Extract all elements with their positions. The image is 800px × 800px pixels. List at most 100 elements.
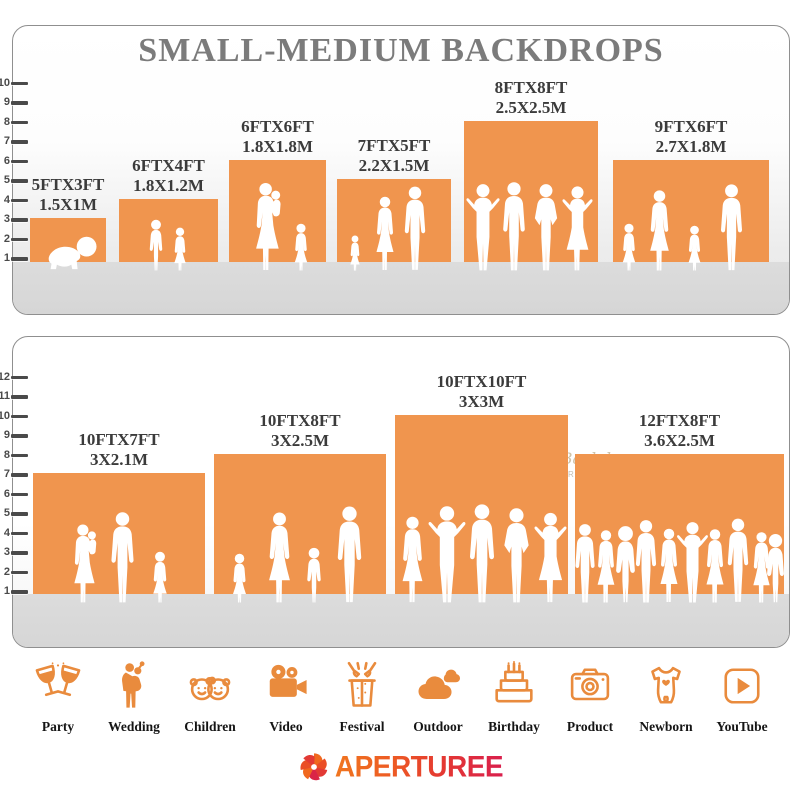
ruler-number-6: 6 [3,154,10,167]
backdrop-size-label: 10FTX8FT 3X2.5M [215,411,385,451]
ruler-tick-8 [11,453,28,458]
ruler-tick-11 [11,395,28,399]
ruler-number-8: 8 [3,115,10,128]
girl-silhouette [683,225,706,271]
brand-name: APERTUREE [334,750,504,783]
ruler-number-9: 9 [3,429,10,441]
size-feet: 7FTX5FT [357,136,431,155]
ruler-tick-3 [11,551,28,555]
man-silhouette [104,511,141,603]
category-newborn: Newborn [630,660,702,735]
ruler-number-1: 1 [3,585,10,597]
ruler-tick-5 [11,179,28,183]
wedding-icon [122,661,145,708]
backdrop-size-label: 7FTX5FT 2.2X1.5M [309,136,479,176]
ruler-number-11: 11 [0,390,10,402]
ruler-number-4: 4 [3,193,10,206]
manhip-silhouette [496,507,537,603]
ruler-tick-4 [11,198,28,203]
ruler-tick-5 [11,512,28,516]
size-meters: 2.2X1.5M [358,156,430,175]
woman-silhouette [700,528,730,603]
man-silhouette [629,519,663,603]
man-silhouette [462,503,502,603]
size-feet: 6FTX6FT [241,116,314,136]
ruler-tick-1 [11,590,28,594]
size-feet: 5FTX3FT [31,175,105,194]
backdrop-size-label: 12FTX8FT 3.6X2.5M [595,411,765,451]
category-party: Party [22,660,94,735]
woman-silhouette [261,511,298,603]
category-product: Product [554,660,626,735]
girl-silhouette [346,235,364,271]
ruler-tick-2 [11,237,28,242]
category-label: Wedding [108,719,160,734]
category-children: Children [174,660,246,735]
ruler-number-4: 4 [3,526,10,539]
youtube-icon [724,668,760,704]
girl-silhouette [289,223,313,271]
manup-silhouette [426,505,468,603]
size-feet: 8FTX8FT [494,77,568,97]
ruler-number-3: 3 [3,213,10,225]
backdrop-6ftx4ft [119,198,218,262]
size-meters: 2.5X2.5M [495,97,567,117]
ruler-number-2: 2 [3,232,10,245]
girl-silhouette [147,551,173,603]
category-label: Product [566,719,614,734]
backdrop-size-label: 6FTX4FT 1.8X1.2M [84,156,254,196]
girl-silhouette [227,553,252,603]
woman-silhouette [643,189,676,271]
category-youtube: YouTube [706,660,778,735]
floor-strip [13,594,789,647]
man-silhouette [398,185,432,271]
girl-silhouette [169,227,191,271]
boy-silhouette [606,525,645,603]
ruler-tick-7 [11,473,28,477]
man-silhouette [569,523,601,603]
man-silhouette [714,183,749,271]
ruler-tick-12 [11,375,28,380]
category-outdoor: Outdoor [402,660,474,735]
size-meters: 2.7X1.8M [655,136,727,156]
size-feet: 10FTX10FT [436,371,527,391]
boy-silhouette [758,533,793,603]
ruler-number-7: 7 [3,135,10,147]
man-silhouette [496,181,532,271]
woman-silhouette [747,531,776,603]
womanup-silhouette [559,185,596,271]
ruler-tick-4 [11,531,28,536]
party-icon [35,662,81,697]
ruler-tick-10 [11,414,28,419]
size-meters: 3X2.5M [270,430,330,450]
product-icon [570,668,610,701]
size-feet: 10FTX8FT [259,410,341,430]
mother-silhouette [68,523,102,603]
man-silhouette [330,505,369,603]
backdrop-size-label: 5FTX3FT 1.5X1M [0,175,153,215]
ruler-tick-6 [11,492,28,497]
size-feet: 12FTX8FT [638,410,721,430]
woman-silhouette [395,515,430,603]
size-feet: 9FTX6FT [654,116,728,136]
ruler-tick-9 [11,101,28,105]
category-row: Party Wedding Children Video Festival Outdoor… [22,660,778,735]
boy-silhouette [300,547,328,603]
baby-silhouette [38,233,101,271]
category-label: Outdoor [413,719,463,734]
ruler-tick-9 [11,434,28,438]
ruler-number-10: 10 [0,409,10,422]
ruler-number-8: 8 [3,448,10,461]
woman-silhouette [591,529,621,603]
manhip-silhouette [527,183,565,271]
ruler-number-9: 9 [3,96,10,108]
boy-silhouette [143,219,169,271]
backdrop-size-label: 6FTX6FT 1.8X1.8M [193,117,363,157]
category-label: Party [41,719,75,734]
ruler-number-5: 5 [3,507,10,519]
size-meters: 3.6X2.5M [644,430,715,450]
ruler-number-7: 7 [3,468,10,480]
ruler-number-12: 12 [0,370,10,383]
